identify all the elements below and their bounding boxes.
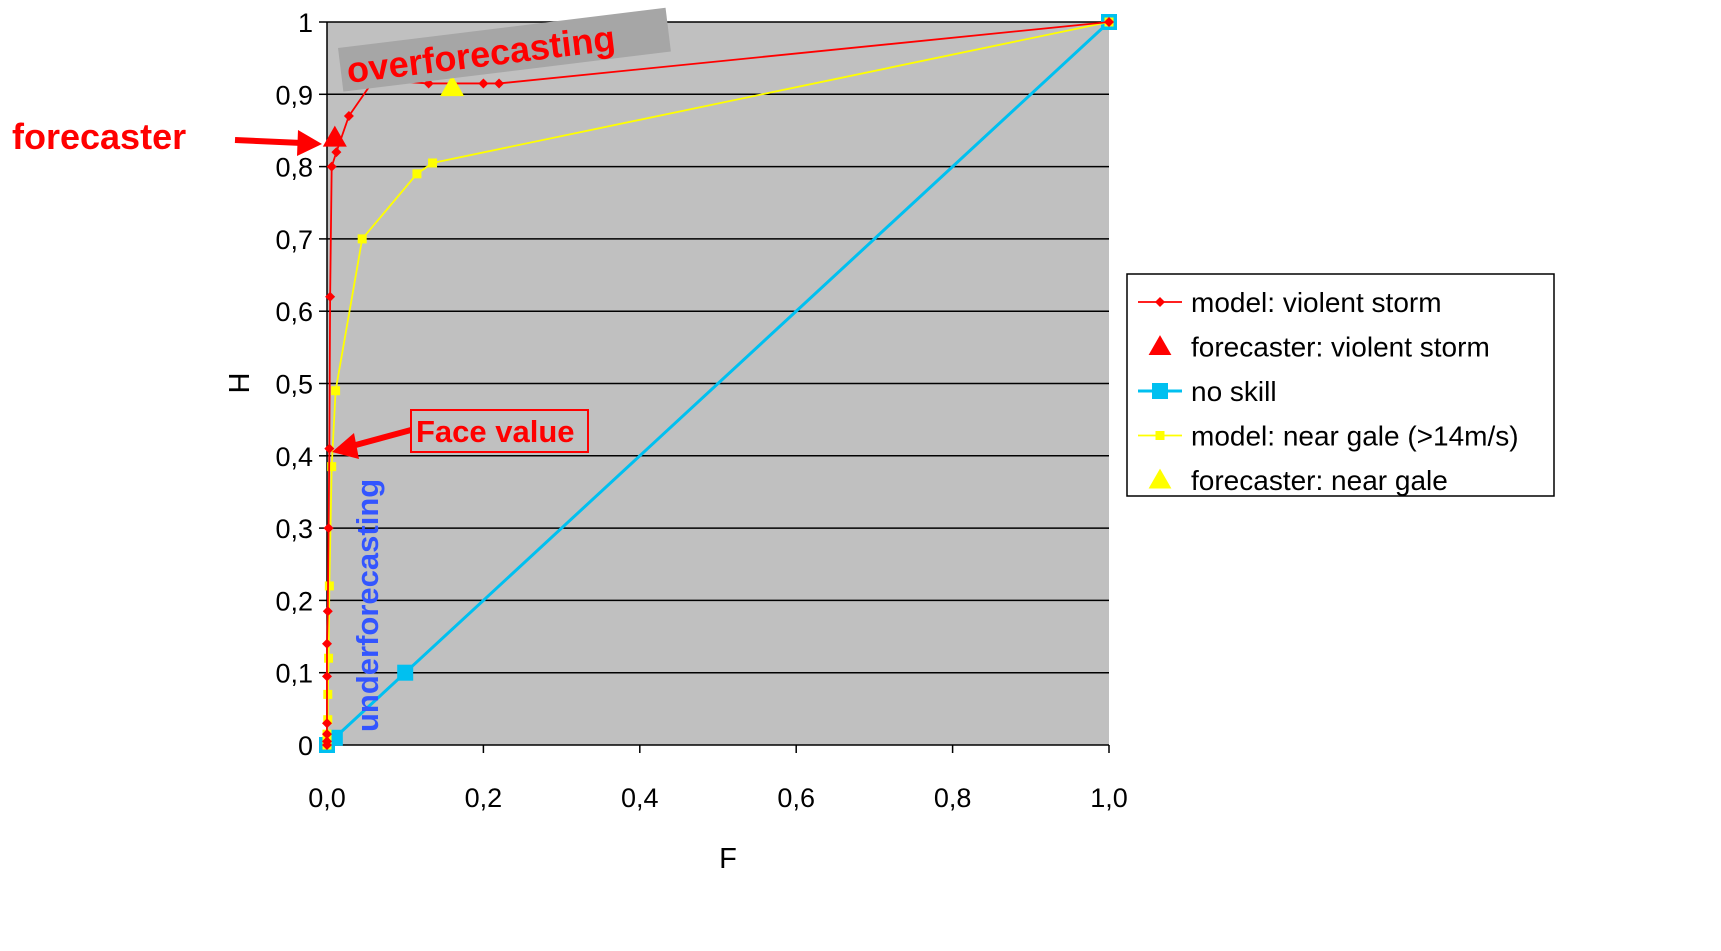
- x-tick-label: 0,0: [308, 783, 346, 813]
- data-point: [331, 386, 341, 396]
- x-tick-label: 0,2: [465, 783, 503, 813]
- x-tick-label: 0,6: [777, 783, 815, 813]
- x-tick-label: 0,8: [934, 783, 972, 813]
- data-point: [412, 169, 422, 179]
- data-point: [331, 147, 342, 158]
- legend-label: model: near gale (>14m/s): [1191, 421, 1519, 452]
- data-point: [322, 671, 332, 682]
- legend-label: model: violent storm: [1191, 287, 1442, 318]
- data-point: [357, 234, 367, 244]
- legend-label: forecaster: violent storm: [1191, 332, 1490, 363]
- face-value-annotation: Face value: [410, 409, 589, 453]
- y-axis-title: H: [222, 373, 254, 394]
- y-tick-label: 0,6: [275, 297, 313, 327]
- series-4: [440, 75, 465, 97]
- forecaster-arrow: [234, 130, 322, 156]
- data-point: [397, 664, 414, 681]
- x-tick-label: 0,4: [621, 783, 659, 813]
- data-point: [494, 78, 505, 89]
- legend-marker: [1155, 431, 1165, 440]
- legend-item-2: no skill: [1138, 376, 1277, 407]
- series-1: [322, 125, 347, 147]
- data-point: [428, 158, 438, 168]
- y-tick-label: 0,3: [275, 514, 313, 544]
- legend-marker: [1152, 383, 1168, 399]
- overforecasting-box: [338, 7, 671, 92]
- y-tick-label: 0,9: [275, 80, 313, 110]
- legend-item-3: model: near gale (>14m/s): [1138, 421, 1519, 452]
- legend-item-4: forecaster: near gale: [1148, 465, 1448, 496]
- legend-marker: [1148, 335, 1172, 356]
- data-point: [322, 729, 332, 740]
- y-tick-label: 0,1: [275, 659, 313, 689]
- data-point: [322, 718, 332, 729]
- data-point: [322, 736, 332, 747]
- legend-label: no skill: [1191, 376, 1277, 407]
- x-tick-label: 1,0: [1090, 783, 1128, 813]
- y-tick-label: 1: [298, 8, 313, 38]
- y-tick-label: 0,5: [275, 370, 313, 400]
- legend-marker: [1155, 297, 1165, 307]
- legend: model: violent storm forecaster: violent …: [1126, 273, 1555, 497]
- data-point: [324, 581, 334, 591]
- data-point: [478, 78, 489, 89]
- data-point: [343, 110, 354, 121]
- legend-marker: [1148, 468, 1172, 489]
- face-value-box: [410, 409, 589, 453]
- legend-label: forecaster: near gale: [1191, 465, 1448, 496]
- y-tick-label: 0,7: [275, 225, 313, 255]
- data-point: [322, 606, 333, 617]
- legend-item-1: forecaster: violent storm: [1148, 332, 1490, 363]
- y-tick-label: 0,2: [275, 586, 313, 616]
- data-point: [322, 638, 332, 649]
- y-tick-label: 0,4: [275, 442, 313, 472]
- data-point: [324, 443, 335, 454]
- legend-box: [1126, 273, 1555, 497]
- data-point: [324, 653, 334, 663]
- face-value-arrow: [332, 427, 412, 459]
- data-point: [323, 523, 334, 534]
- data-point: [327, 462, 337, 472]
- underforecasting-label: underforecasting: [350, 479, 385, 732]
- data-point: [326, 161, 337, 172]
- face-value-label: Face value: [416, 414, 575, 449]
- data-point: [322, 125, 347, 147]
- y-tick-label: 0,8: [275, 153, 313, 183]
- y-tick-label: 0: [298, 731, 313, 761]
- data-point: [440, 75, 465, 97]
- data-point: [325, 291, 336, 302]
- forecaster-label: forecaster: [12, 116, 186, 157]
- x-axis-title: F: [719, 843, 737, 875]
- data-point: [1104, 17, 1114, 27]
- legend-item-0: model: violent storm: [1138, 287, 1442, 318]
